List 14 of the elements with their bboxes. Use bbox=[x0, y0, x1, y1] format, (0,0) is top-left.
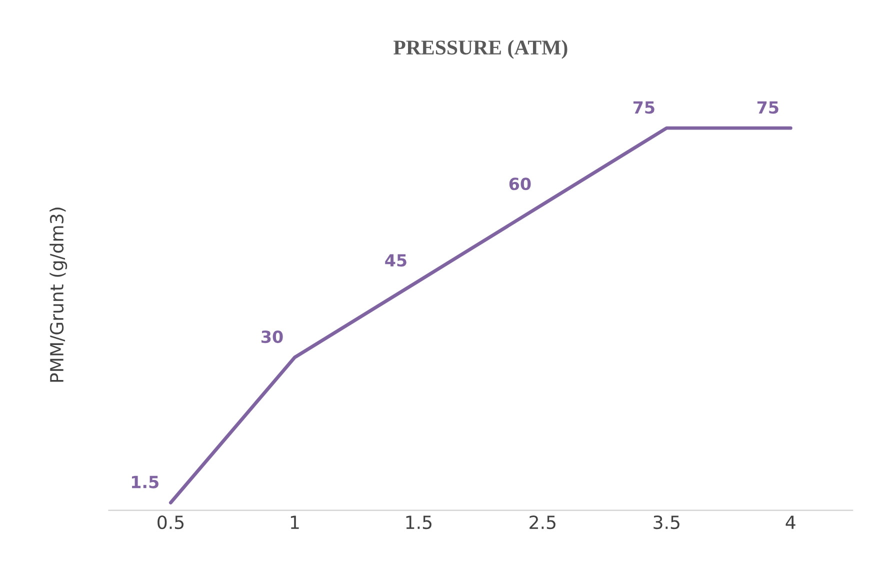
x-tick-label: 3.5 bbox=[654, 515, 680, 530]
x-tick-label: 0.5 bbox=[158, 515, 184, 530]
data-label: 75 bbox=[757, 101, 778, 114]
y-axis-title: PMM/Grunt (g/dm3) bbox=[50, 208, 68, 382]
x-tick-label: 1 bbox=[290, 516, 299, 529]
x-tick-label: 4 bbox=[786, 516, 796, 529]
chart-title: PRESSURE (ATM) bbox=[394, 40, 568, 59]
data-label: 75 bbox=[633, 101, 654, 114]
data-label: 30 bbox=[262, 330, 283, 344]
data-label: 60 bbox=[509, 178, 531, 190]
x-tick-label: 1.5 bbox=[406, 516, 432, 530]
data-label: 45 bbox=[385, 254, 406, 267]
data-label: 1.5 bbox=[132, 476, 158, 488]
x-tick-label: 2.5 bbox=[530, 515, 556, 530]
